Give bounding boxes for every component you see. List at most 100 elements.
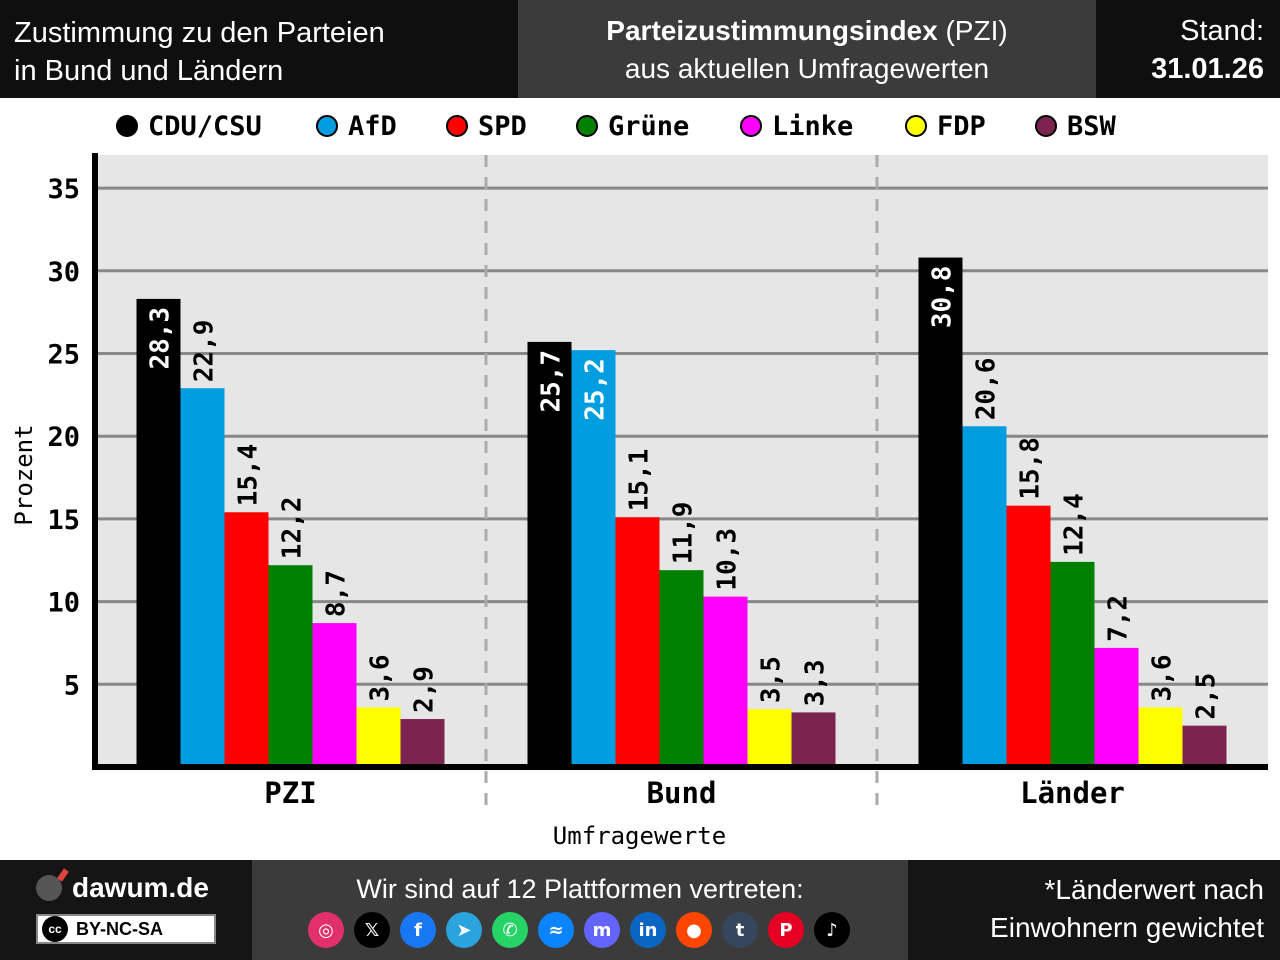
footer-left: dawum.de cc BY-NC-SA [0,860,252,960]
bar [224,512,269,767]
dawum-logo-icon [36,875,62,901]
bar-data-label: 7,2 [1104,595,1134,642]
header-subtitle-rest: (PZI) [937,15,1008,46]
y-tick-label: 15 [47,505,80,536]
y-tick-label: 30 [47,257,80,288]
whatsapp-icon[interactable]: ✆ [492,912,528,948]
bar [703,596,748,767]
bluesky-icon[interactable]: ≈ [538,912,574,948]
tiktok-icon[interactable]: ♪ [814,912,850,948]
bar-data-label: 15,4 [234,444,264,507]
y-tick-label: 10 [47,588,80,619]
bar-data-label: 15,1 [625,449,655,512]
bar [791,712,836,767]
bar [268,565,313,767]
header-subtitle-bold: Parteizustimmungsindex [606,15,938,46]
bar-data-label: 3,6 [366,654,396,701]
bar-data-label: 2,5 [1192,673,1222,720]
bar-data-label: 20,6 [972,358,1002,421]
bar [1138,707,1183,767]
header-title: Zustimmung zu den Parteien in Bund und L… [14,14,385,90]
legend-dot-icon [316,115,338,137]
footer-middle: Wir sind auf 12 Plattformen vertreten: ◎… [252,860,908,960]
legend-label: CDU/CSU [148,110,262,142]
bar-data-label: 15,8 [1016,437,1046,500]
bar-data-label: 3,6 [1148,654,1178,701]
bar [747,709,792,767]
legend-dot-icon [576,115,598,137]
facebook-icon[interactable]: f [400,912,436,948]
legend-item: SPD [446,106,527,146]
license-text: BY-NC-SA [76,918,164,939]
bar [356,707,401,767]
pinterest-icon[interactable]: P [768,912,804,948]
header-title-line2: in Bund und Ländern [14,55,284,87]
mastodon-icon[interactable]: m [584,912,620,948]
bar [1094,647,1139,767]
x-tick-label: Länder [1020,776,1125,810]
bar-data-label: 12,2 [278,497,308,560]
chart-legend: CDU/CSU AfD SPD Grüne Linke FDP BSW [0,106,1280,146]
bar [615,517,660,767]
bar [918,257,963,767]
legend-label: BSW [1067,110,1116,142]
header-right: Stand: 31.01.26 [1096,0,1280,98]
header-subtitle-line2: aus aktuellen Umfragewerten [624,53,990,84]
header: Zustimmung zu den Parteien in Bund und L… [0,0,1280,98]
bar-data-label: 28,3 [146,307,176,370]
bar [1006,505,1051,767]
bar [1182,725,1227,767]
bar-data-label: 22,9 [190,320,220,383]
header-title-line1: Zustimmung zu den Parteien [14,17,385,49]
bar [400,719,445,767]
x-tick-label: PZI [264,776,316,810]
bar-data-label: 25,7 [537,350,567,413]
legend-item: BSW [1035,106,1116,146]
bar-data-label: 25,2 [581,358,611,421]
linkedin-icon[interactable]: in [630,912,666,948]
stand-date: 31.01.26 [1151,53,1264,85]
legend-label: AfD [348,110,397,142]
bar [180,388,225,767]
bar [527,341,572,767]
legend-dot-icon [116,115,138,137]
header-left: Zustimmung zu den Parteien in Bund und L… [0,0,518,98]
bar-data-label: 2,9 [410,666,440,713]
bar-data-label: 30,8 [928,266,958,329]
legend-label: FDP [937,110,986,142]
footer-right: *Länderwert nach Einwohnern gewichtet [908,860,1280,960]
y-tick-label: 25 [47,339,80,370]
bar-data-label: 3,3 [801,659,831,706]
legend-dot-icon [740,115,762,137]
bar-data-label: 3,5 [757,656,787,703]
y-tick-label: 35 [47,174,80,205]
reddit-icon[interactable]: ● [676,912,712,948]
legend-label: Grüne [608,110,690,142]
legend-item: Linke [740,106,853,146]
legend-dot-icon [446,115,468,137]
bar [1050,561,1095,767]
license-badge[interactable]: cc BY-NC-SA [36,914,216,944]
bar [312,623,357,767]
platform-text: Wir sind auf 12 Plattformen vertreten: [356,874,804,904]
instagram-icon[interactable]: ◎ [308,912,344,948]
header-subtitle: Parteizustimmungsindex (PZI) aus aktuell… [518,12,1096,88]
legend-item: AfD [316,106,397,146]
x-tick-label: Bund [647,776,717,810]
bar-data-label: 8,7 [322,570,352,617]
y-axis-title: Prozent [10,424,38,525]
bar [136,298,181,767]
telegram-icon[interactable]: ➤ [446,912,482,948]
bar [659,570,704,767]
site-name: dawum.de [72,872,209,903]
tumblr-icon[interactable]: t [722,912,758,948]
footnote-line2: Einwohnern gewichtet [990,912,1264,943]
site-link[interactable]: dawum.de [36,872,209,904]
bar-data-label: 10,3 [713,528,743,591]
header-middle: Parteizustimmungsindex (PZI) aus aktuell… [518,0,1096,98]
x-axis-title: Umfragewerte [553,822,726,850]
bar-data-label: 11,9 [669,502,699,565]
x-icon[interactable]: 𝕏 [354,912,390,948]
bar-chart: 5 10 15 20 25 30 35 28,3 22,9 15,4 12,2 8,7 3,6 2,9 PZ… [10,153,1268,850]
